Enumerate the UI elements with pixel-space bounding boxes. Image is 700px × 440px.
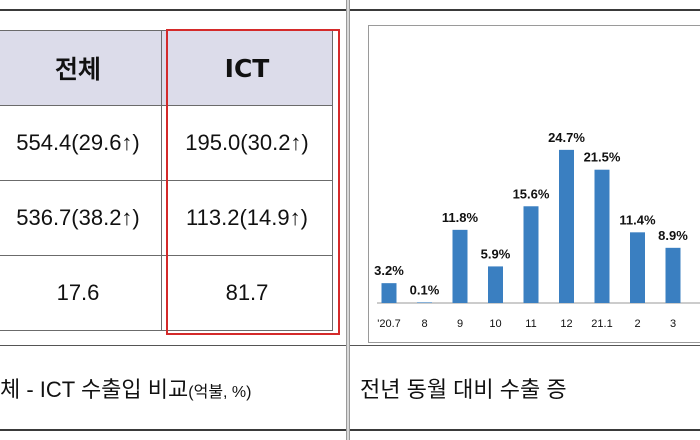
chart-bar <box>417 302 432 303</box>
ict-column-highlight <box>166 29 340 335</box>
table-header-row: 전체 ICT <box>0 30 333 106</box>
chart-data-label: 21.5% <box>584 150 621 165</box>
chart-frame: 3.2% '20.7 0.1% 8 11.8% 9 5.9% 10 15.6% 11 24.7% 12… <box>368 25 700 343</box>
table-row: 554.4(29.6↑) 195.0(30.2↑) <box>0 105 333 181</box>
caption-divider <box>0 345 700 346</box>
cell-total-import: 536.7(38.2↑) <box>0 180 162 256</box>
chart-data-label: 5.9% <box>481 246 511 261</box>
chart-tick-label: 9 <box>457 318 463 330</box>
comparison-table: 전체 ICT 554.4(29.6↑) 195.0(30.2↑) 536.7(3… <box>0 30 333 331</box>
chart-bar <box>381 283 397 303</box>
chart-tick-label: 2 <box>634 318 640 330</box>
chart-data-label: 0.1% <box>410 282 440 297</box>
cell-total-export: 554.4(29.6↑) <box>0 105 162 181</box>
chart-bar <box>452 229 468 303</box>
bottom-rule <box>0 429 700 431</box>
chart-bar <box>559 149 574 303</box>
top-rule <box>0 9 700 11</box>
chart-tick-label: 12 <box>560 318 572 330</box>
chart-bar <box>523 206 539 303</box>
chart-bar <box>665 247 681 303</box>
table-row: 17.6 81.7 <box>0 255 333 331</box>
chart-data-label: 24.7% <box>548 130 585 145</box>
chart-tick-label: 3 <box>670 318 676 330</box>
right-caption: 전년 동월 대비 수출 증 <box>360 377 567 402</box>
chart-tick-label: 21.1 <box>591 318 612 330</box>
chart-data-label: 11.4% <box>619 212 656 227</box>
left-caption-main: 체 - ICT 수출입 비교 <box>0 377 189 402</box>
cell-total-balance: 17.6 <box>0 255 162 331</box>
chart-tick-label: 11 <box>525 318 536 330</box>
left-caption: 체 - ICT 수출입 비교(억불, %) <box>0 372 346 404</box>
cell-ict-import: 113.2(14.9↑) <box>161 180 333 256</box>
chart-tick-label: '20.7 <box>377 318 401 330</box>
chart-bar <box>630 232 645 303</box>
cell-ict-export: 195.0(30.2↑) <box>161 105 333 181</box>
left-caption-unit: (억불, %) <box>188 384 252 401</box>
export-growth-chart: 3.2% '20.7 0.1% 8 11.8% 9 5.9% 10 15.6% 11 24.7% 12… <box>374 130 700 330</box>
chart-data-label: 15.6% <box>513 186 550 201</box>
chart-tick-label: 8 <box>421 318 427 330</box>
chart-data-label: 8.9% <box>658 228 688 243</box>
chart-data-label: 11.8% <box>442 210 479 225</box>
header-total: 전체 <box>0 30 162 106</box>
panel-divider <box>346 0 350 440</box>
chart-data-label: 3.2% <box>374 263 404 278</box>
comparison-panel: 전체 ICT 554.4(29.6↑) 195.0(30.2↑) 536.7(3… <box>0 0 346 440</box>
cell-ict-balance: 81.7 <box>161 255 333 331</box>
chart-bar <box>594 169 610 303</box>
header-ict: ICT <box>161 30 333 106</box>
table-row: 536.7(38.2↑) 113.2(14.9↑) <box>0 180 333 256</box>
chart-bar <box>488 266 503 303</box>
chart-tick-label: 10 <box>489 318 501 330</box>
